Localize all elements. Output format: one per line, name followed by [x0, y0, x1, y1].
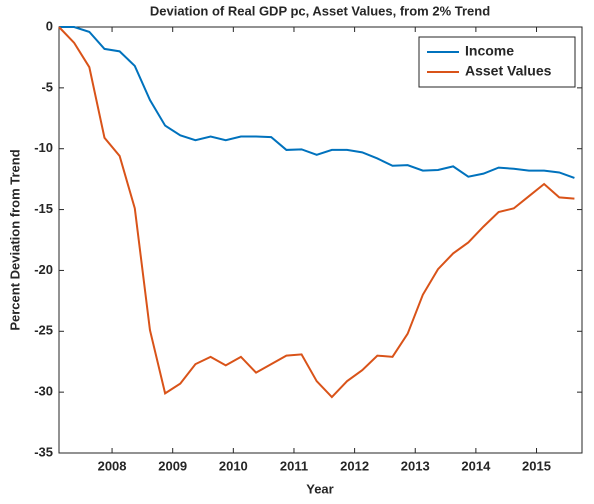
y-tick-label: -5 — [41, 79, 53, 94]
x-tick-label: 2009 — [158, 458, 187, 473]
x-tick-label: 2014 — [461, 458, 491, 473]
x-tick-label: 2012 — [340, 458, 369, 473]
x-axis-label: Year — [306, 481, 333, 496]
plot-area — [58, 26, 583, 454]
series-line — [58, 26, 575, 399]
x-tick-label: 2010 — [219, 458, 248, 473]
y-tick-label: -15 — [34, 201, 53, 216]
y-tick-label: 0 — [46, 18, 53, 33]
y-tick-label: -10 — [34, 140, 53, 155]
legend-label: Asset Values — [465, 63, 552, 79]
chart-title: Deviation of Real GDP pc, Asset Values, … — [150, 3, 490, 18]
x-tick-label: 2008 — [98, 458, 127, 473]
legend-label: Income — [465, 43, 514, 59]
x-tick-label: 2015 — [522, 458, 551, 473]
y-tick-label: -35 — [34, 444, 53, 459]
legend-box — [418, 36, 576, 88]
y-tick-label: -30 — [34, 384, 53, 399]
y-axis-label: Percent Deviation from Trend — [7, 149, 22, 330]
x-tick-label: 2013 — [401, 458, 430, 473]
x-tick-label: 2011 — [280, 458, 308, 473]
y-tick-label: -25 — [34, 323, 53, 338]
y-tick-label: -20 — [34, 262, 53, 277]
series-line — [59, 26, 575, 179]
